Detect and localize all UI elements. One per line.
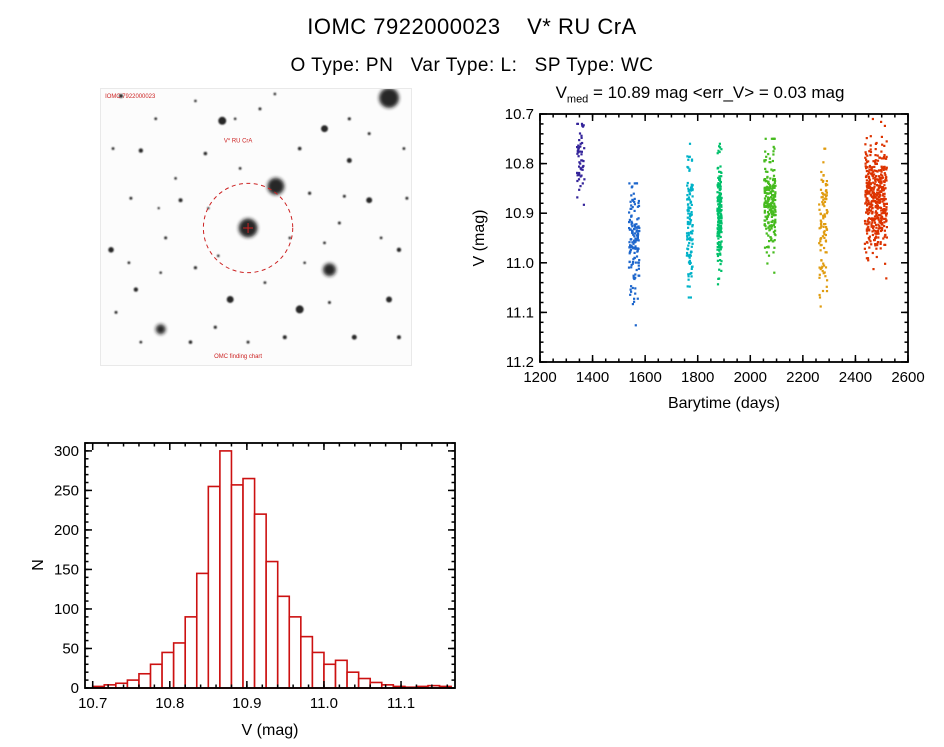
vmed-rest: = 10.89 mag <err_V> = 0.03 mag bbox=[588, 83, 845, 102]
vmed-subscript: med bbox=[566, 93, 589, 106]
finder-star-label: V* RU CrA bbox=[224, 139, 252, 145]
svg-text:10.7: 10.7 bbox=[78, 695, 107, 712]
svg-text:1200: 1200 bbox=[523, 369, 556, 386]
svg-text:200: 200 bbox=[54, 522, 79, 539]
histogram-panel: 10.7 10.8 10.9 11.0 11.1 0 50 100 150 200 250 300 V… bbox=[25, 432, 485, 747]
finder-chart-panel: IOMC 7922000023 V* RU CrA OMC finding ch… bbox=[100, 88, 412, 366]
scatter-xlabel: Barytime (days) bbox=[668, 395, 780, 412]
page-title: IOMC 7922000023 V* RU CrA bbox=[307, 14, 637, 39]
svg-text:10.9: 10.9 bbox=[505, 205, 534, 222]
histogram-plot: 10.7 10.8 10.9 11.0 11.1 0 50 100 150 200 250 300 V… bbox=[30, 442, 456, 739]
svg-text:250: 250 bbox=[54, 482, 79, 499]
lightcurve-plot: 1200 1400 1600 1800 2000 2200 2400 2600 10.7 10.8… bbox=[471, 106, 925, 412]
histogram-ylabel: N bbox=[30, 559, 47, 571]
finder-topleft-annotation: IOMC 7922000023 bbox=[105, 94, 156, 100]
target-cross-icon bbox=[243, 223, 254, 233]
histogram-xlabel: V (mag) bbox=[242, 722, 299, 739]
svg-text:50: 50 bbox=[62, 640, 79, 657]
lightcurve-title: Vmed = 10.89 mag <err_V> = 0.03 mag bbox=[460, 80, 940, 106]
scatter-ylabel: V (mag) bbox=[471, 210, 488, 267]
svg-text:10.7: 10.7 bbox=[505, 106, 534, 123]
svg-text:11.0: 11.0 bbox=[310, 695, 338, 712]
svg-text:2200: 2200 bbox=[786, 369, 819, 386]
vmed-base: V bbox=[555, 83, 567, 102]
page-subtitle: O Type: PN Var Type: L: SP Type: WC bbox=[290, 55, 654, 76]
svg-text:11.1: 11.1 bbox=[387, 695, 415, 712]
svg-text:11.0: 11.0 bbox=[506, 255, 534, 272]
svg-text:1600: 1600 bbox=[628, 369, 661, 386]
target-marker-circle bbox=[202, 182, 294, 274]
svg-text:150: 150 bbox=[54, 561, 79, 578]
lightcurve-panel: Vmed = 10.89 mag <err_V> = 0.03 mag 1200… bbox=[460, 80, 940, 436]
star-field bbox=[108, 89, 409, 344]
svg-text:2600: 2600 bbox=[891, 369, 924, 386]
finder-chart-image: IOMC 7922000023 V* RU CrA OMC finding ch… bbox=[100, 88, 412, 366]
svg-text:300: 300 bbox=[54, 443, 79, 460]
svg-text:11.2: 11.2 bbox=[506, 354, 534, 371]
scatter-axes: 1200 1400 1600 1800 2000 2200 2400 2600 10.7 10.8… bbox=[505, 106, 925, 386]
histogram-bars bbox=[91, 450, 452, 689]
svg-text:10.8: 10.8 bbox=[155, 695, 184, 712]
svg-text:0: 0 bbox=[71, 680, 79, 697]
svg-text:2000: 2000 bbox=[734, 369, 767, 386]
svg-text:10.8: 10.8 bbox=[505, 156, 534, 173]
scatter-points bbox=[576, 117, 888, 327]
svg-text:1800: 1800 bbox=[681, 369, 714, 386]
svg-text:11.1: 11.1 bbox=[506, 304, 534, 321]
finder-bottom-annotation: OMC finding chart bbox=[214, 354, 262, 360]
svg-text:2400: 2400 bbox=[839, 369, 872, 386]
svg-text:100: 100 bbox=[54, 601, 79, 618]
svg-text:1400: 1400 bbox=[576, 369, 609, 386]
svg-text:10.9: 10.9 bbox=[232, 695, 261, 712]
histogram-axes: 10.7 10.8 10.9 11.0 11.1 0 50 100 150 200 250 300 bbox=[54, 442, 456, 712]
